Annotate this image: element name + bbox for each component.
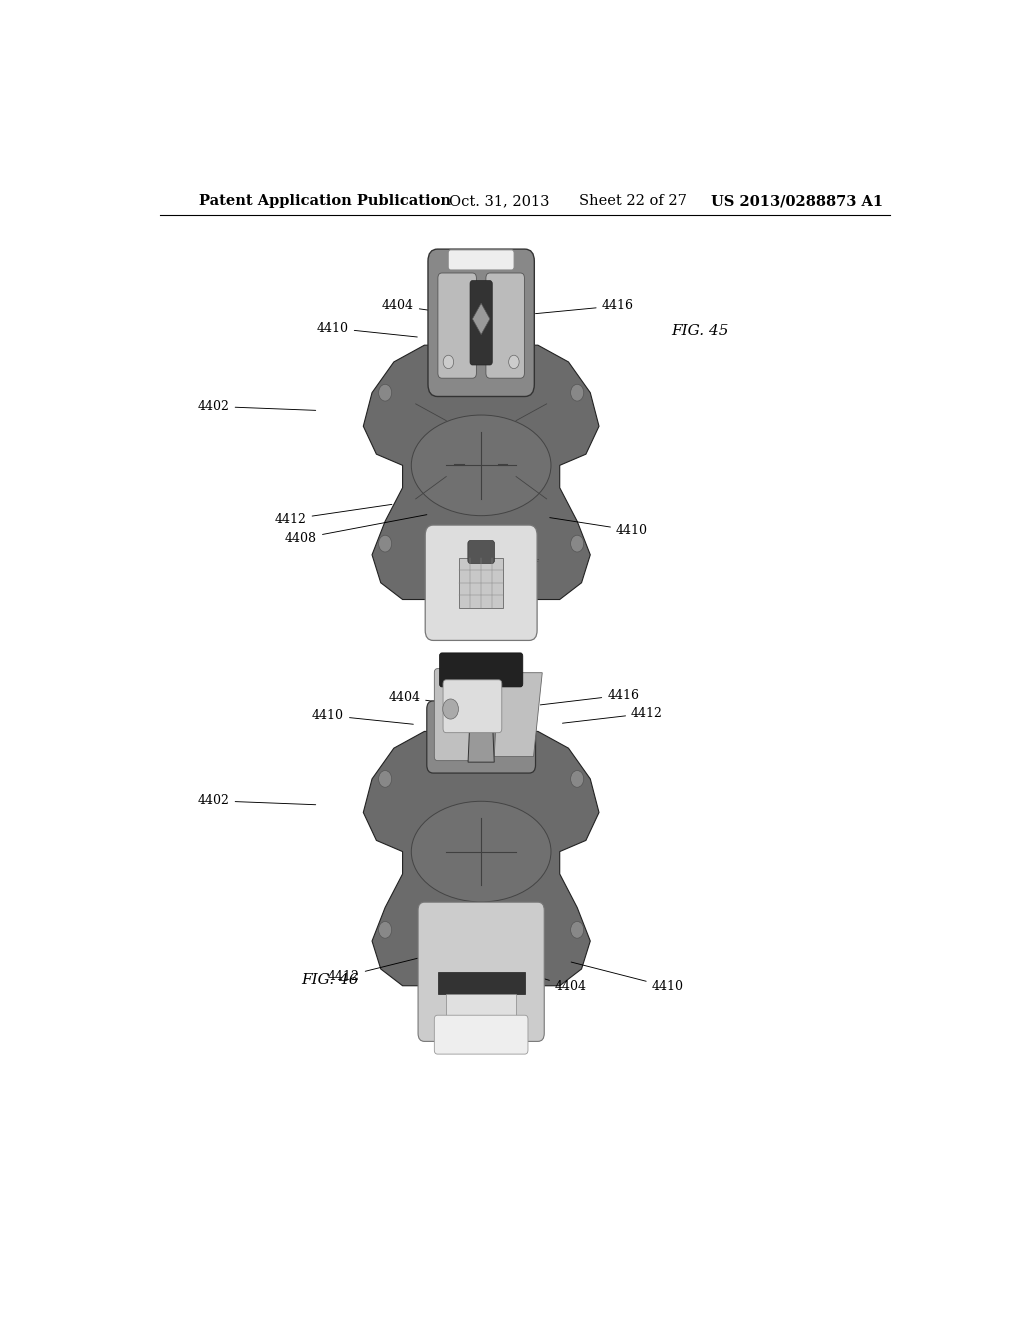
Text: 4416: 4416: [536, 300, 634, 314]
Text: 4402: 4402: [198, 400, 315, 413]
Polygon shape: [364, 731, 599, 986]
Text: 4412: 4412: [562, 706, 663, 723]
FancyBboxPatch shape: [428, 249, 535, 396]
FancyBboxPatch shape: [418, 902, 544, 1041]
Text: 4410: 4410: [550, 517, 648, 537]
Text: 4404: 4404: [382, 300, 453, 314]
FancyBboxPatch shape: [434, 669, 471, 760]
Text: 4404: 4404: [486, 537, 540, 565]
FancyBboxPatch shape: [470, 281, 493, 366]
Circle shape: [442, 700, 459, 719]
Circle shape: [570, 921, 584, 939]
Text: 4410: 4410: [316, 322, 417, 337]
FancyBboxPatch shape: [443, 680, 502, 733]
Text: 4412: 4412: [328, 957, 423, 983]
Circle shape: [379, 921, 391, 939]
Ellipse shape: [412, 414, 551, 516]
Text: FIG. 45: FIG. 45: [672, 325, 729, 338]
Circle shape: [431, 944, 444, 961]
FancyBboxPatch shape: [439, 653, 523, 686]
Circle shape: [509, 355, 519, 368]
Polygon shape: [364, 345, 599, 599]
Text: 4402: 4402: [198, 795, 315, 808]
FancyBboxPatch shape: [486, 273, 524, 379]
Polygon shape: [468, 661, 495, 762]
Ellipse shape: [412, 801, 551, 902]
Circle shape: [570, 384, 584, 401]
Text: 4412: 4412: [274, 504, 392, 525]
FancyBboxPatch shape: [437, 972, 524, 994]
Text: Patent Application Publication: Patent Application Publication: [200, 194, 452, 209]
Circle shape: [570, 535, 584, 552]
Circle shape: [518, 557, 531, 574]
FancyBboxPatch shape: [434, 1015, 528, 1055]
Text: 4410: 4410: [312, 709, 414, 725]
Text: Oct. 31, 2013: Oct. 31, 2013: [450, 194, 550, 209]
FancyBboxPatch shape: [425, 525, 538, 640]
Polygon shape: [472, 304, 489, 334]
FancyBboxPatch shape: [446, 994, 516, 1022]
FancyBboxPatch shape: [460, 557, 503, 609]
Text: 4404: 4404: [496, 964, 587, 993]
FancyBboxPatch shape: [449, 249, 514, 271]
Circle shape: [379, 535, 391, 552]
FancyBboxPatch shape: [427, 701, 536, 774]
Circle shape: [431, 557, 444, 574]
Text: 4408: 4408: [285, 515, 427, 545]
FancyBboxPatch shape: [438, 273, 476, 379]
Text: 4410: 4410: [571, 962, 684, 993]
Circle shape: [443, 355, 454, 368]
Text: FIG. 46: FIG. 46: [301, 973, 358, 986]
Circle shape: [570, 771, 584, 787]
Text: US 2013/0288873 A1: US 2013/0288873 A1: [712, 194, 884, 209]
Text: 4404: 4404: [388, 690, 457, 705]
Circle shape: [379, 384, 391, 401]
Polygon shape: [495, 673, 543, 756]
FancyBboxPatch shape: [468, 541, 495, 564]
Circle shape: [518, 944, 531, 961]
Text: 4416: 4416: [541, 689, 639, 705]
Circle shape: [379, 771, 391, 787]
Text: Sheet 22 of 27: Sheet 22 of 27: [579, 194, 687, 209]
